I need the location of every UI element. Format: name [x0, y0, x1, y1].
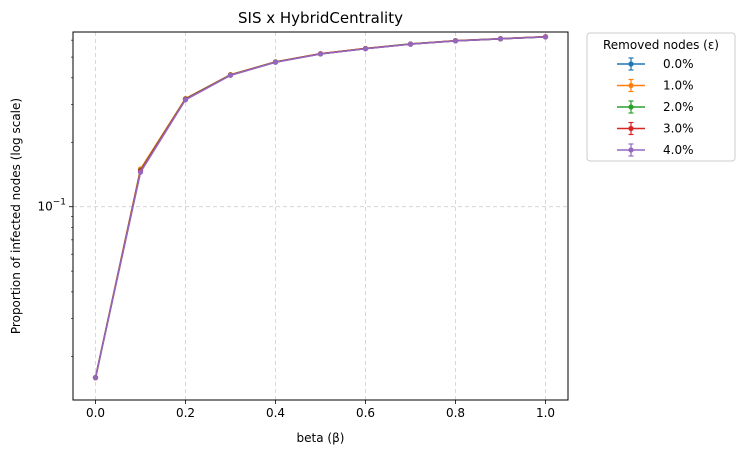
- legend-marker: [628, 82, 634, 89]
- data-point: [227, 72, 234, 78]
- legend-title: Removed nodes (ε): [603, 38, 719, 52]
- legend: Removed nodes (ε) 0.0% 1.0% 2.0% 3.0% 4.0%: [586, 32, 736, 162]
- legend-marker: [628, 104, 634, 110]
- data-point: [272, 59, 279, 65]
- series-layer: [92, 34, 549, 381]
- data-point: [362, 46, 369, 52]
- y-tick-base: 10: [37, 200, 52, 214]
- data-point: [452, 38, 459, 44]
- data-point: [92, 375, 99, 381]
- y-axis: 10−1: [37, 39, 73, 357]
- plot-frame: [72, 31, 569, 401]
- x-tick-label: 0.4: [266, 406, 285, 420]
- x-tick-label: 0.8: [446, 406, 465, 420]
- legend-label: 1.0%: [663, 79, 694, 93]
- data-point: [542, 34, 549, 40]
- legend-item: 3.0%: [617, 122, 694, 136]
- legend-label: 3.0%: [663, 122, 694, 136]
- legend-label: 0.0%: [663, 57, 694, 71]
- data-point: [407, 41, 414, 47]
- legend-frame: [586, 32, 736, 162]
- grid: [73, 32, 568, 400]
- legend-label: 4.0%: [663, 143, 694, 157]
- legend-item: 2.0%: [617, 100, 694, 114]
- legend-item: 4.0%: [617, 143, 694, 157]
- legend-item: 0.0%: [617, 57, 694, 71]
- data-point: [497, 36, 504, 42]
- chart-title: SIS x HybridCentrality: [238, 9, 403, 27]
- data-point: [182, 97, 189, 103]
- data-point: [317, 51, 324, 57]
- y-tick-label: 10−1: [37, 198, 66, 214]
- series-4.0%: [92, 34, 549, 381]
- legend-item: 1.0%: [617, 79, 694, 93]
- y-axis-title: Proportion of infected nodes (log scale): [9, 98, 23, 334]
- data-point: [137, 169, 144, 175]
- legend-marker: [628, 125, 634, 132]
- x-tick-label: 0.6: [356, 406, 375, 420]
- legend-items: 0.0% 1.0% 2.0% 3.0% 4.0%: [617, 57, 694, 157]
- x-tick-label: 0.0: [86, 406, 105, 420]
- y-tick-exponent: −1: [53, 198, 66, 208]
- legend-marker: [628, 147, 634, 153]
- x-axis-title: beta (β): [297, 431, 345, 445]
- x-tick-label: 1.0: [536, 406, 555, 420]
- x-tick-label: 0.2: [176, 406, 195, 420]
- legend-marker: [628, 61, 634, 67]
- x-axis: 0.0 0.2 0.4 0.6 0.8 1.0: [86, 400, 555, 420]
- legend-label: 2.0%: [663, 100, 694, 114]
